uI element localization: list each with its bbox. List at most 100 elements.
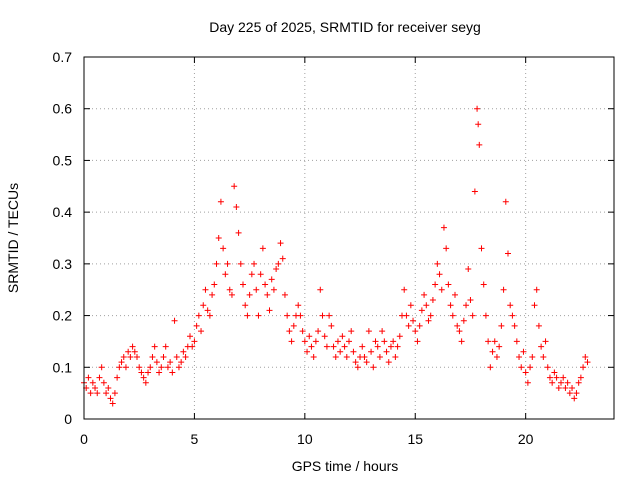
data-point: [297, 312, 304, 319]
data-point: [162, 343, 169, 350]
data-point: [228, 291, 235, 298]
data-point: [551, 369, 558, 376]
data-point: [421, 291, 428, 298]
data-point: [145, 369, 152, 376]
x-tick-labels: 0 5 10 15 20: [80, 431, 534, 447]
data-point: [524, 379, 531, 386]
data-point: [476, 141, 483, 148]
data-point: [96, 374, 103, 381]
data-point: [270, 286, 277, 293]
data-point: [465, 266, 472, 273]
data-point: [288, 338, 295, 345]
data-point: [308, 343, 315, 350]
data-point: [365, 328, 372, 335]
data-point: [491, 338, 498, 345]
y-tick-label: 0.5: [53, 152, 73, 168]
data-point: [571, 395, 578, 402]
data-point: [478, 245, 485, 252]
data-point: [182, 353, 189, 360]
data-point: [562, 384, 569, 391]
data-point: [195, 312, 202, 319]
data-point: [564, 379, 571, 386]
data-point: [359, 343, 366, 350]
data-point: [440, 224, 447, 231]
data-point: [500, 286, 507, 293]
data-point: [454, 322, 461, 329]
y-tick-labels: 0 0.1 0.2 0.3 0.4 0.5 0.6 0.7: [53, 49, 73, 427]
data-point: [432, 281, 439, 288]
data-point: [251, 260, 258, 267]
data-point: [273, 266, 280, 273]
y-tick-label: 0.6: [53, 101, 73, 117]
data-point: [487, 364, 494, 371]
data-point: [348, 328, 355, 335]
data-point: [485, 338, 492, 345]
data-point: [456, 328, 463, 335]
data-point: [328, 322, 335, 329]
data-point: [178, 359, 185, 366]
y-tick-label: 0.7: [53, 49, 73, 65]
data-point: [131, 348, 138, 355]
data-point: [92, 384, 99, 391]
data-point: [142, 379, 149, 386]
data-point: [573, 390, 580, 397]
data-point: [310, 353, 317, 360]
data-point: [405, 322, 412, 329]
data-point: [509, 312, 516, 319]
data-point: [540, 353, 547, 360]
data-point: [160, 353, 167, 360]
data-point: [85, 374, 92, 381]
data-point: [518, 364, 525, 371]
data-point: [153, 359, 160, 366]
data-point: [416, 322, 423, 329]
x-tick-label: 0: [80, 431, 88, 447]
data-point: [529, 353, 536, 360]
data-point: [198, 328, 205, 335]
data-point: [138, 369, 145, 376]
data-point: [553, 374, 560, 381]
data-point: [275, 260, 282, 267]
data-point: [111, 390, 118, 397]
data-point: [175, 364, 182, 371]
data-point: [134, 353, 140, 360]
data-point: [520, 348, 527, 355]
plot-frame: [83, 56, 615, 420]
data-point: [452, 291, 458, 298]
data-point: [169, 369, 176, 376]
data-point: [467, 297, 474, 304]
data-point: [164, 364, 171, 371]
data-point: [511, 322, 518, 329]
data-point: [220, 245, 227, 252]
data-point: [156, 369, 163, 376]
data-point: [127, 353, 134, 360]
data-point: [343, 353, 350, 360]
data-points: [81, 105, 591, 407]
data-point: [304, 348, 311, 355]
data-point: [449, 312, 456, 319]
data-point: [575, 379, 582, 386]
data-point: [482, 312, 489, 319]
data-point: [105, 384, 112, 391]
data-point: [383, 348, 390, 355]
data-point: [505, 250, 511, 257]
data-point: [438, 286, 445, 293]
data-point: [427, 312, 434, 319]
data-point: [460, 317, 467, 324]
data-point: [463, 302, 470, 309]
data-point: [323, 343, 330, 350]
data-point: [202, 286, 209, 293]
data-point: [259, 245, 266, 252]
data-point: [244, 312, 251, 319]
data-point: [253, 286, 260, 293]
data-point: [429, 297, 436, 304]
data-point: [129, 343, 136, 350]
data-point: [374, 343, 381, 350]
data-point: [434, 260, 441, 267]
chart-title: Day 225 of 2025, SRMTID for receiver sey…: [209, 19, 481, 35]
data-point: [334, 338, 341, 345]
data-point: [401, 286, 408, 293]
y-tick-label: 0.3: [53, 256, 73, 272]
data-point: [180, 348, 187, 355]
data-point: [233, 203, 240, 210]
